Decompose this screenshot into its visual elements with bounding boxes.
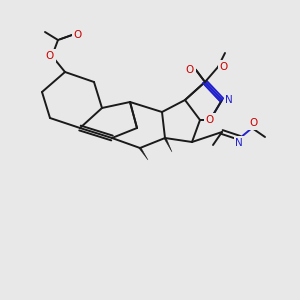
- Text: O: O: [220, 62, 228, 72]
- Text: O: O: [186, 65, 194, 75]
- Text: O: O: [74, 30, 82, 40]
- Text: O: O: [249, 118, 257, 128]
- Text: O: O: [46, 51, 54, 61]
- Text: N: N: [235, 138, 243, 148]
- Polygon shape: [164, 138, 172, 152]
- Text: O: O: [206, 115, 214, 125]
- Text: N: N: [225, 95, 233, 105]
- Polygon shape: [139, 148, 148, 160]
